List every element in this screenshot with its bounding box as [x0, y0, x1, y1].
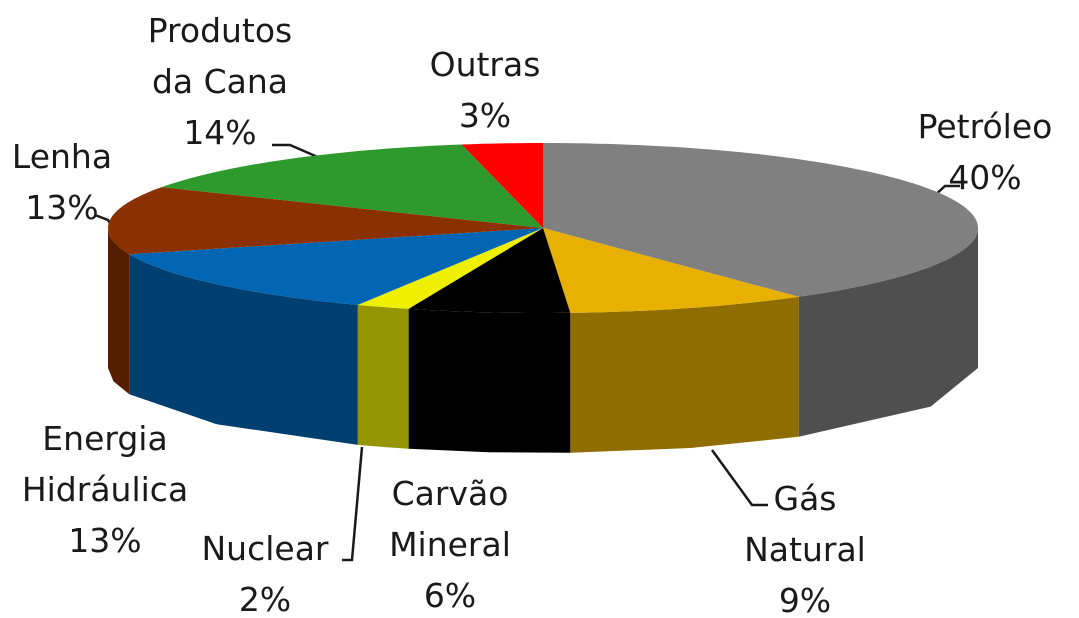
value-label: 2%	[239, 580, 291, 618]
slice-label: Gás Natural	[744, 479, 866, 569]
leader-line	[272, 143, 321, 160]
slice-label: Outras	[430, 45, 541, 84]
pie-side	[108, 228, 130, 395]
value-label: 6%	[424, 576, 476, 615]
pie-slice	[543, 143, 978, 297]
pie-side	[408, 308, 571, 453]
slice-label: Petróleo	[918, 107, 1053, 146]
value-label: 13%	[68, 521, 141, 560]
value-label: 14%	[183, 113, 256, 152]
pie-side	[357, 304, 409, 449]
pie-slice	[461, 143, 543, 228]
slice-label: Produtos da Cana	[148, 11, 293, 101]
pie-side	[570, 296, 799, 453]
pie-side	[129, 254, 358, 445]
pie-slice	[129, 228, 544, 305]
pie-side	[798, 228, 978, 437]
pie-slice	[408, 228, 571, 313]
slice-label: Energia Hidráulica	[22, 419, 188, 509]
leader-line	[710, 449, 768, 507]
pie-slice	[543, 228, 799, 313]
pie-slice	[161, 144, 544, 228]
slice-label: Lenha	[12, 137, 112, 176]
value-label: 40%	[948, 158, 1021, 197]
pie-slice	[357, 228, 543, 309]
leader-line	[342, 446, 364, 562]
slice-label: Nuclear	[201, 529, 328, 568]
slice-label: Carvão Mineral	[389, 474, 511, 564]
pie-slice	[108, 187, 543, 255]
value-label: 13%	[25, 188, 98, 227]
value-label: 3%	[459, 96, 511, 135]
value-label: 9%	[779, 581, 831, 618]
